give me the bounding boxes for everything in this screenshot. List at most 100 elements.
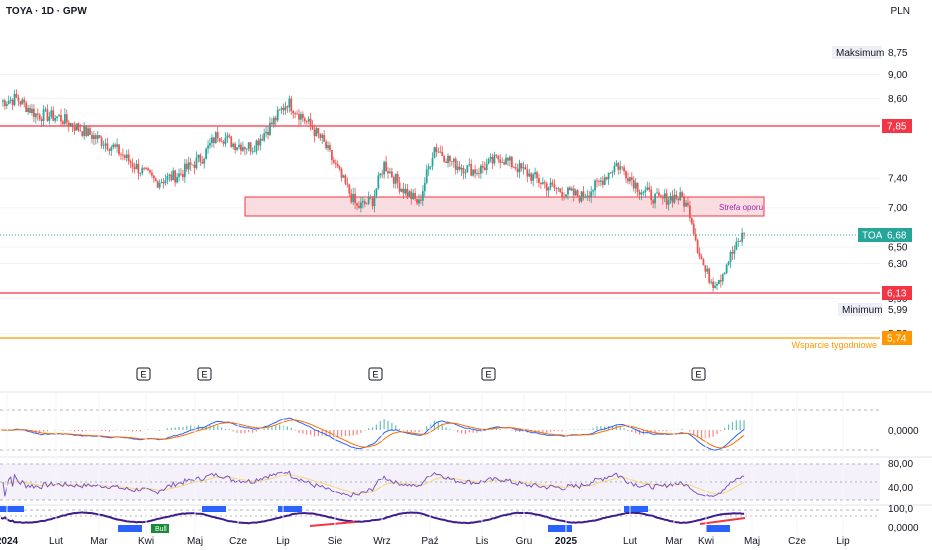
candle-body: [532, 174, 535, 181]
candle-body: [123, 155, 126, 158]
candle-body: [13, 93, 16, 105]
candle-body: [309, 118, 312, 127]
candle-body: [367, 197, 370, 204]
macd-bar: [352, 430, 354, 436]
candle-body: [516, 168, 519, 173]
candle-body: [723, 273, 726, 275]
macd-bar: [124, 430, 126, 431]
candle-body: [625, 171, 627, 179]
osc-marker: [624, 506, 648, 512]
candle-body: [350, 193, 353, 203]
macd-bar: [228, 429, 230, 430]
earnings-marker[interactable]: E: [691, 367, 706, 381]
candle-body: [677, 198, 680, 201]
macd-bar: [108, 430, 110, 432]
candle-body: [683, 197, 685, 207]
candle-body: [369, 197, 372, 199]
macd-zero-tick: 0,0000: [888, 426, 919, 437]
candle-body: [187, 162, 190, 170]
candle-body: [265, 131, 268, 134]
earnings-marker[interactable]: E: [368, 367, 383, 381]
macd-bar: [457, 430, 459, 433]
macd-bar: [549, 430, 552, 432]
candle-body: [17, 97, 20, 102]
symbol-badge: [858, 228, 882, 242]
candle-body: [251, 151, 254, 153]
candle-body: [160, 181, 163, 183]
macd-line: [0, 417, 745, 451]
candle-body: [129, 161, 132, 164]
earnings-marker[interactable]: E: [197, 367, 212, 381]
candle-body: [79, 130, 82, 132]
candle-body: [495, 154, 498, 156]
candle-body: [261, 138, 264, 141]
candle-body: [412, 192, 415, 200]
bull-badge: [151, 524, 169, 533]
candle-body: [294, 113, 297, 115]
candle-body: [255, 140, 258, 152]
time-axis[interactable]: 2024 Lut Mar Kwi Maj Cze Lip Sie Wrz Paź Lis Gru 202…: [0, 392, 850, 547]
macd-bar: [449, 428, 451, 430]
macd-bar: [573, 429, 575, 430]
support-price-badge: [882, 286, 912, 300]
candle-body: [656, 192, 658, 194]
candle-body: [288, 98, 291, 108]
macd-bar: [654, 430, 656, 433]
candle-body: [151, 172, 153, 176]
macd-bar: [282, 425, 285, 430]
time-tick-label: Lut: [49, 536, 63, 547]
macd-bar: [81, 430, 83, 432]
candle-body: [714, 285, 716, 288]
candle-body: [207, 145, 209, 149]
candle-body: [245, 148, 248, 150]
macd-bar: [224, 428, 227, 430]
macd-bar: [716, 430, 718, 435]
macd-bar: [85, 430, 87, 432]
candle-body: [114, 144, 117, 147]
candle-body: [143, 167, 146, 169]
candle-body: [650, 189, 653, 201]
candle-body: [122, 154, 124, 156]
macd-bar: [727, 424, 730, 430]
candle-body: [226, 135, 229, 139]
candle-body: [510, 156, 513, 168]
earnings-marker[interactable]: E: [136, 367, 151, 381]
svg-text:E: E: [372, 370, 378, 380]
candle-body: [50, 110, 53, 117]
candle-body: [321, 134, 324, 138]
price-tick-label: 9,00: [888, 70, 908, 81]
candle-body: [363, 201, 366, 204]
candle-body: [429, 166, 432, 167]
candle-body: [73, 127, 76, 131]
candle-body: [702, 259, 705, 266]
candle-body: [21, 99, 24, 105]
macd-bar: [623, 428, 625, 430]
candle-body: [733, 249, 736, 254]
candle-body: [193, 164, 196, 168]
candle-body: [232, 143, 235, 148]
candle-body: [700, 256, 703, 260]
macd-bar: [708, 430, 710, 438]
macd-bar: [406, 430, 408, 432]
macd-bar: [720, 430, 722, 432]
candle-body: [458, 166, 461, 170]
macd-bar: [546, 430, 548, 433]
macd-bar: [310, 430, 312, 435]
candle-body: [735, 241, 738, 250]
candle-body: [360, 202, 362, 209]
candle-body: [387, 171, 389, 174]
candle-body: [603, 177, 606, 185]
macd-bar: [201, 426, 203, 430]
candle-body: [743, 232, 745, 234]
earnings-marker[interactable]: E: [481, 367, 496, 381]
candle-body: [276, 109, 279, 121]
candle-body: [404, 188, 407, 194]
macd-bar: [375, 424, 378, 430]
candle-body: [514, 167, 517, 169]
candle-body: [127, 154, 130, 162]
oscillator-panel: Bull 100,0 0,0000: [0, 504, 919, 534]
candle-body: [110, 147, 113, 151]
macd-bar: [511, 430, 513, 431]
candle-body: [257, 140, 260, 146]
